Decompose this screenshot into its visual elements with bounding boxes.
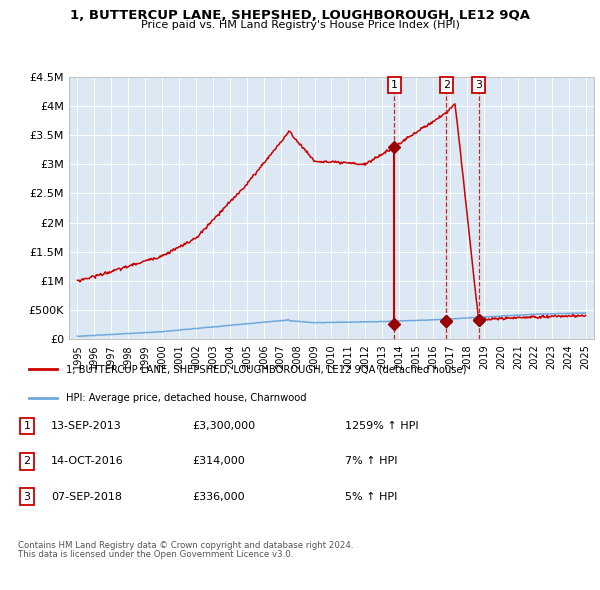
- Text: 5% ↑ HPI: 5% ↑ HPI: [345, 492, 397, 502]
- Text: 1: 1: [391, 80, 398, 90]
- Text: 7% ↑ HPI: 7% ↑ HPI: [345, 457, 398, 466]
- Text: This data is licensed under the Open Government Licence v3.0.: This data is licensed under the Open Gov…: [18, 550, 293, 559]
- Text: 1, BUTTERCUP LANE, SHEPSHED, LOUGHBOROUGH, LE12 9QA (detached house): 1, BUTTERCUP LANE, SHEPSHED, LOUGHBOROUG…: [66, 364, 466, 374]
- Text: £336,000: £336,000: [192, 492, 245, 502]
- Text: 3: 3: [23, 492, 31, 502]
- Text: 2: 2: [23, 457, 31, 466]
- Text: Contains HM Land Registry data © Crown copyright and database right 2024.: Contains HM Land Registry data © Crown c…: [18, 541, 353, 550]
- Text: 1: 1: [23, 421, 31, 431]
- Text: 14-OCT-2016: 14-OCT-2016: [51, 457, 124, 466]
- Text: 1259% ↑ HPI: 1259% ↑ HPI: [345, 421, 419, 431]
- Text: 07-SEP-2018: 07-SEP-2018: [51, 492, 122, 502]
- Text: HPI: Average price, detached house, Charnwood: HPI: Average price, detached house, Char…: [66, 393, 307, 403]
- Text: 3: 3: [475, 80, 482, 90]
- Text: Price paid vs. HM Land Registry's House Price Index (HPI): Price paid vs. HM Land Registry's House …: [140, 20, 460, 30]
- Text: 2: 2: [443, 80, 450, 90]
- Text: £314,000: £314,000: [192, 457, 245, 466]
- Text: £3,300,000: £3,300,000: [192, 421, 255, 431]
- Text: 1, BUTTERCUP LANE, SHEPSHED, LOUGHBOROUGH, LE12 9QA: 1, BUTTERCUP LANE, SHEPSHED, LOUGHBOROUG…: [70, 9, 530, 22]
- Text: 13-SEP-2013: 13-SEP-2013: [51, 421, 122, 431]
